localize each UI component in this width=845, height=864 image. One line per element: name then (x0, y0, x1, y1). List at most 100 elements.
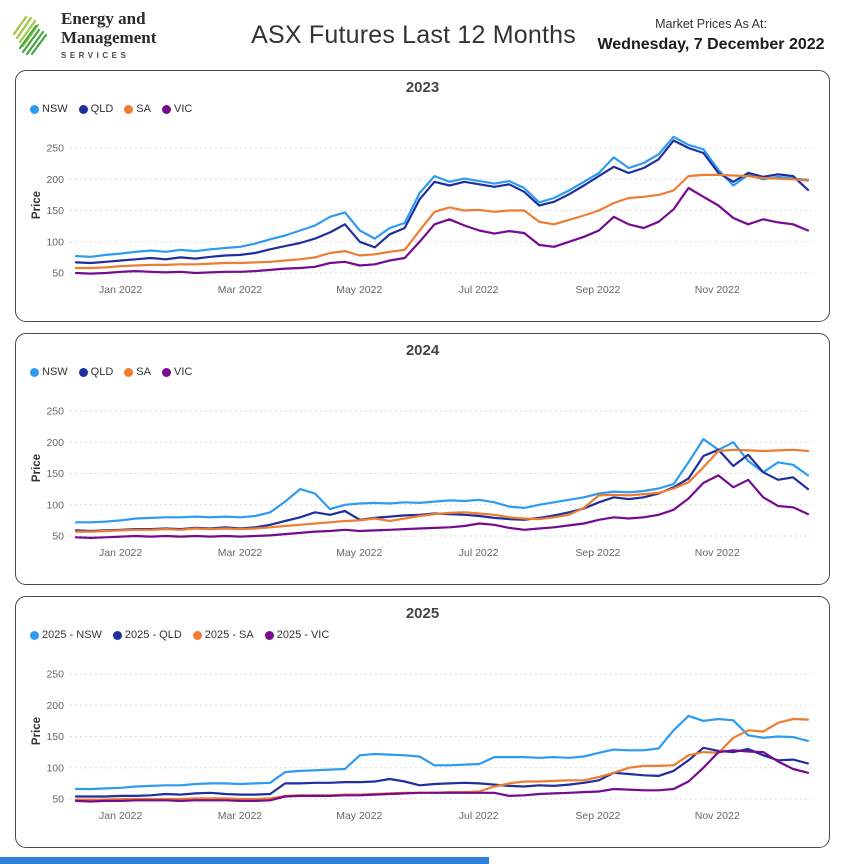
x-tick-label: Mar 2022 (218, 810, 263, 822)
chart-title-2025: 2025 (405, 605, 440, 622)
y-tick-label: 250 (46, 143, 64, 155)
x-tick-label: Mar 2022 (218, 547, 263, 559)
chart-title-2023: 2023 (405, 79, 440, 96)
legend-dot-icon (112, 630, 122, 640)
legend-dot-icon (78, 367, 88, 377)
legend-label: SA (136, 103, 151, 115)
chart-card-2023: 2023 NSW QLD SA VIC 50 100 150 200 250 Jan 2022 M… (15, 70, 830, 322)
legend-dot-icon (264, 630, 274, 640)
legend-item-vic[interactable]: VIC (161, 366, 193, 378)
legend-dot-icon (30, 630, 39, 640)
y-tick-label: 200 (46, 437, 64, 449)
chart-canvas-2025: 50 100 150 200 250 Jan 2022 Mar 2022 May 2022 Ju… (31, 669, 811, 822)
x-tick-label: May 2022 (336, 547, 382, 559)
series-line-2025-vic (74, 749, 810, 803)
market-prices-label: Market Prices As At: (655, 16, 767, 31)
legend-label: VIC (173, 366, 193, 378)
market-prices-block: Market Prices As At: Wednesday, 7 Decemb… (585, 17, 837, 54)
x-tick-label: Mar 2022 (218, 284, 263, 296)
x-tick-label: Sep 2022 (575, 547, 620, 559)
series-line-2025-qld (74, 746, 810, 798)
y-tick-label: 100 (46, 236, 64, 248)
legend-item-qld[interactable]: QLD (78, 366, 114, 378)
y-tick-label: 200 (46, 700, 64, 712)
company-logo: Energy and Management SERVICES (10, 9, 242, 60)
market-prices-date: Wednesday, 7 December 2022 (597, 35, 825, 53)
legend-label: NSW (42, 103, 68, 115)
y-tick-label: 250 (46, 406, 64, 418)
y-tick-label: 100 (46, 762, 64, 774)
chart-card-2024: 2024 NSW QLD SA VIC 50 100 150 200 250 Jan 2022 M… (15, 333, 830, 585)
legend-label: 2025 - QLD (124, 629, 182, 641)
charts-container: 2023 NSW QLD SA VIC 50 100 150 200 250 Jan 2022 M… (0, 68, 845, 848)
legend-dot-icon (192, 630, 202, 640)
legend-item-2025-nsw[interactable]: 2025 - NSW (30, 629, 102, 641)
legend-label: 2025 - NSW (42, 629, 102, 641)
chart-title-2024: 2024 (405, 342, 440, 359)
legend-dot-icon (78, 104, 88, 114)
report-header: Energy and Management SERVICES ASX Futur… (0, 0, 845, 68)
logo-text: Energy and Management SERVICES (61, 9, 157, 60)
series-line-qld (74, 448, 810, 533)
y-tick-label: 150 (46, 731, 64, 743)
legend-item-nsw[interactable]: NSW (30, 366, 68, 378)
legend-dot-icon (30, 104, 39, 114)
x-tick-label: Jul 2022 (459, 284, 499, 296)
legend-item-sa[interactable]: SA (124, 366, 151, 378)
x-tick-label: Jan 2022 (99, 810, 142, 822)
legend-item-vic[interactable]: VIC (161, 103, 193, 115)
legend-label: QLD (90, 366, 114, 378)
series-line-vic (74, 474, 810, 539)
legend-item-2025-qld[interactable]: 2025 - QLD (112, 629, 182, 641)
y-axis-title: Price (31, 191, 43, 219)
x-tick-label: Sep 2022 (575, 284, 620, 296)
legend-label: 2025 - VIC (276, 629, 330, 641)
legend-item-nsw[interactable]: NSW (30, 103, 68, 115)
x-tick-label: Sep 2022 (575, 810, 620, 822)
legend-item-sa[interactable]: SA (124, 103, 151, 115)
legend-item-2025-vic[interactable]: 2025 - VIC (264, 629, 330, 641)
series-line-nsw (74, 135, 810, 258)
chart-legend: NSW QLD SA VIC (30, 101, 817, 117)
series-line-qld (74, 139, 810, 265)
chart-canvas-2023: 50 100 150 200 250 Jan 2022 Mar 2022 May 2022 Ju… (31, 135, 811, 296)
legend-label: 2025 - SA (204, 629, 254, 641)
x-tick-label: Nov 2022 (695, 810, 740, 822)
x-tick-label: Jan 2022 (99, 547, 142, 559)
legend-label: QLD (90, 103, 114, 115)
chart-card-2025: 2025 2025 - NSW 2025 - QLD 2025 - SA 2025 -… (15, 596, 830, 848)
logo-hatch-icon (12, 15, 48, 56)
y-tick-label: 150 (46, 468, 64, 480)
y-tick-label: 50 (52, 794, 64, 806)
x-tick-label: Nov 2022 (695, 284, 740, 296)
x-tick-label: Jan 2022 (99, 284, 142, 296)
legend-dot-icon (124, 104, 134, 114)
chart-legend: 2025 - NSW 2025 - QLD 2025 - SA 2025 - VIC (30, 627, 817, 643)
series-line-sa (74, 448, 810, 533)
x-tick-label: May 2022 (336, 810, 382, 822)
y-tick-label: 200 (46, 174, 64, 186)
page-title: ASX Futures Last 12 Months (251, 20, 576, 49)
legend-item-2025-sa[interactable]: 2025 - SA (192, 629, 254, 641)
logo-line-services: SERVICES (61, 50, 130, 60)
legend-label: VIC (173, 103, 193, 115)
x-tick-label: May 2022 (336, 284, 382, 296)
y-tick-label: 50 (52, 268, 64, 280)
chart-canvas-2024: 50 100 150 200 250 Jan 2022 Mar 2022 May 2022 Ju… (31, 406, 811, 559)
legend-label: SA (136, 366, 151, 378)
y-axis-title: Price (31, 717, 43, 745)
x-tick-label: Jul 2022 (459, 547, 499, 559)
legend-dot-icon (161, 104, 171, 114)
y-axis-title: Price (31, 454, 43, 482)
series-line-nsw (74, 437, 810, 524)
y-tick-label: 100 (46, 499, 64, 511)
bottom-scrollbar[interactable] (0, 857, 489, 864)
legend-dot-icon (124, 367, 134, 377)
y-tick-label: 250 (46, 669, 64, 681)
x-tick-label: Jul 2022 (459, 810, 499, 822)
series-line-2025-sa (74, 717, 810, 801)
logo-line-1: Energy and (61, 9, 146, 29)
legend-item-qld[interactable]: QLD (78, 103, 114, 115)
legend-dot-icon (161, 367, 171, 377)
logo-line-2: Management (61, 27, 157, 47)
